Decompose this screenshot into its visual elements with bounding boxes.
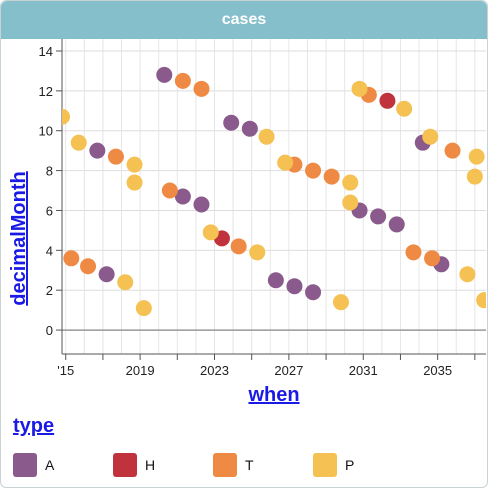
legend-item-t[interactable]: T: [213, 453, 313, 477]
x-axis-title[interactable]: when: [247, 384, 299, 406]
legend-label-p: P: [345, 457, 355, 473]
point-t[interactable]: [63, 250, 80, 267]
y-axis-title[interactable]: decimalMonth: [8, 171, 30, 305]
point-t[interactable]: [193, 80, 210, 97]
x-tick-label: '15: [57, 363, 74, 378]
y-tick-label: 8: [46, 164, 53, 179]
y-tick-label: 2: [46, 283, 53, 298]
point-p[interactable]: [468, 148, 485, 165]
point-t[interactable]: [80, 258, 97, 275]
y-axis-ticks: 0 2 4 6 8 10 12 14: [39, 44, 62, 338]
point-p[interactable]: [126, 156, 143, 173]
point-a[interactable]: [267, 272, 284, 289]
data-points[interactable]: [54, 66, 487, 317]
legend-items: A H T P: [13, 453, 413, 477]
legend-swatch-t: [213, 453, 237, 477]
x-tick-label: 2023: [200, 363, 229, 378]
point-t[interactable]: [174, 72, 191, 89]
point-p[interactable]: [342, 194, 359, 211]
point-p[interactable]: [466, 168, 483, 185]
point-t[interactable]: [323, 168, 340, 185]
point-a[interactable]: [174, 188, 191, 205]
x-tick-label: 2027: [274, 363, 303, 378]
x-tick-label: 2035: [423, 363, 452, 378]
point-p[interactable]: [476, 292, 487, 309]
point-t[interactable]: [161, 182, 178, 199]
point-p[interactable]: [135, 300, 152, 317]
point-a[interactable]: [89, 142, 106, 159]
y-tick-label: 10: [39, 124, 53, 139]
x-tick-label: 2031: [349, 363, 378, 378]
point-t[interactable]: [444, 142, 461, 159]
legend-item-a[interactable]: A: [13, 453, 113, 477]
y-tick-label: 14: [39, 44, 53, 59]
legend-label-h: H: [145, 457, 156, 473]
point-t[interactable]: [424, 250, 441, 267]
legend-label-t: T: [245, 457, 254, 473]
y-tick-label: 0: [46, 323, 53, 338]
point-p[interactable]: [459, 266, 476, 283]
point-p[interactable]: [422, 128, 439, 145]
title-bar: cases: [1, 1, 487, 39]
y-tick-label: 12: [39, 84, 53, 99]
point-p[interactable]: [54, 108, 70, 125]
point-p[interactable]: [342, 174, 359, 191]
point-a[interactable]: [156, 66, 173, 83]
point-t[interactable]: [107, 148, 124, 165]
legend-swatch-p: [313, 453, 337, 477]
point-a[interactable]: [98, 266, 115, 283]
legend-swatch-h: [113, 453, 137, 477]
point-h[interactable]: [379, 92, 396, 109]
point-a[interactable]: [388, 216, 405, 233]
point-p[interactable]: [258, 128, 275, 145]
point-t[interactable]: [230, 238, 247, 255]
point-p[interactable]: [117, 274, 134, 291]
chart-title: cases: [221, 11, 267, 28]
point-p[interactable]: [396, 100, 413, 117]
point-p[interactable]: [332, 294, 349, 311]
point-a[interactable]: [286, 278, 303, 295]
scatter-plot[interactable]: 0 2 4 6 8 10 12 14 '15 2019 2023 2027 2031 2035 deci…: [1, 39, 487, 409]
legend-label-a: A: [45, 457, 55, 473]
point-p[interactable]: [202, 224, 219, 241]
point-p[interactable]: [70, 134, 87, 151]
y-tick-label: 4: [46, 243, 53, 258]
point-a[interactable]: [305, 284, 322, 301]
x-tick-label: 2019: [126, 363, 155, 378]
legend-item-p[interactable]: P: [313, 453, 413, 477]
point-t[interactable]: [305, 162, 322, 179]
point-t[interactable]: [405, 244, 422, 261]
point-p[interactable]: [351, 80, 368, 97]
x-axis-ticks: '15 2019 2023 2027 2031 2035: [57, 354, 476, 378]
point-p[interactable]: [277, 154, 294, 171]
legend-item-h[interactable]: H: [113, 453, 213, 477]
point-p[interactable]: [249, 244, 266, 261]
point-a[interactable]: [370, 208, 387, 225]
point-a[interactable]: [223, 114, 240, 131]
y-tick-label: 6: [46, 203, 53, 218]
point-p[interactable]: [126, 174, 143, 191]
legend: type A H T P: [13, 415, 483, 483]
legend-swatch-a: [13, 453, 37, 477]
point-a[interactable]: [241, 120, 258, 137]
grid-lines: [61, 39, 486, 355]
legend-title[interactable]: type: [13, 415, 55, 437]
point-a[interactable]: [193, 196, 210, 213]
